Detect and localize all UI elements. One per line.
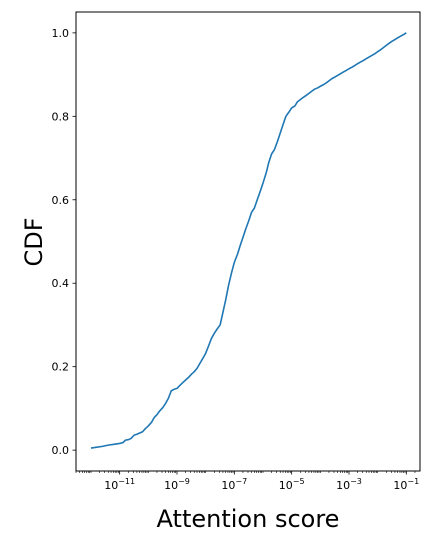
x-axis-title: Attention score (157, 505, 340, 533)
y-axis-ticks: 0.0 0.2 0.4 0.6 0.8 1.0 (52, 27, 76, 457)
plot-area (90, 32, 407, 449)
x-tick-label: 10−7 (221, 477, 247, 492)
y-tick-label: 0.8 (52, 110, 70, 123)
x-tick-label: 10−1 (393, 477, 419, 492)
y-tick-label: 1.0 (52, 27, 70, 40)
y-tick-label: 0.0 (52, 444, 70, 457)
y-tick-label: 0.2 (52, 361, 70, 374)
x-tick-label: 10−9 (164, 477, 190, 492)
x-tick-label: 10−11 (104, 477, 135, 492)
x-tick-label: 10−3 (336, 477, 362, 492)
y-axis-title: CDF (20, 217, 48, 266)
x-axis-ticks: 10−11 10−9 10−7 10−5 10−3 10−1 (75, 471, 419, 492)
y-tick-label: 0.6 (52, 194, 70, 207)
plot-frame (75, 11, 421, 472)
y-tick-label: 0.4 (52, 277, 70, 290)
cdf-series-line-0 (90, 32, 407, 449)
x-tick-label: 10−5 (279, 477, 305, 492)
